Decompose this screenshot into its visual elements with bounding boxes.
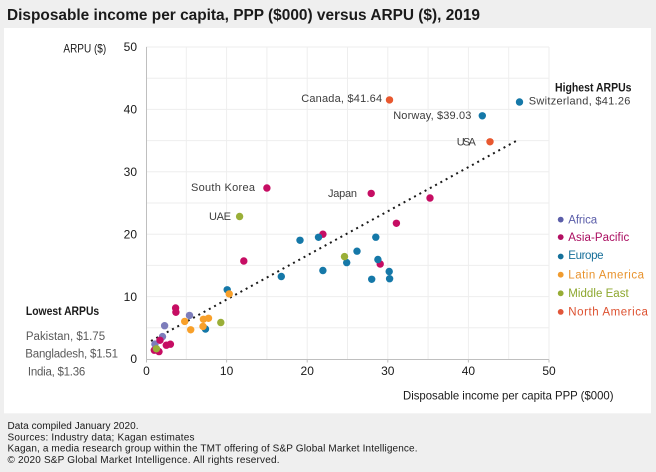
svg-text:Japan: Japan [328,188,357,200]
svg-text:Canada, $41.64: Canada, $41.64 [301,93,382,105]
svg-text:South Korea: South Korea [191,182,256,194]
svg-text:0: 0 [130,352,137,366]
svg-text:Bangladesh, $1.51: Bangladesh, $1.51 [25,349,118,361]
svg-text:10: 10 [220,364,234,378]
svg-text:Highest ARPUs: Highest ARPUs [555,83,632,95]
svg-text:Asia-Pacific: Asia-Pacific [568,232,629,244]
svg-text:Middle East: Middle East [568,288,629,300]
svg-text:North America: North America [568,307,648,319]
svg-text:India, $1.36: India, $1.36 [28,367,85,379]
svg-text:30: 30 [381,364,395,378]
svg-text:20: 20 [301,364,315,378]
svg-text:40: 40 [462,364,476,378]
svg-text:0: 0 [143,364,150,378]
svg-text:50: 50 [124,40,138,54]
svg-text:30: 30 [124,165,138,179]
svg-text:20: 20 [124,227,138,241]
svg-text:Latin America: Latin America [568,269,644,281]
svg-text:Africa: Africa [568,214,597,226]
svg-text:50: 50 [542,364,556,378]
svg-text:Disposable income per capita,: Disposable income per capita, PPP ($000)… [7,7,480,24]
svg-text:ARPU ($): ARPU ($) [63,42,106,56]
svg-text:Switzerland, $41.26: Switzerland, $41.26 [529,95,631,107]
svg-text:UAE: UAE [209,211,231,223]
svg-text:Pakistan, $1.75: Pakistan, $1.75 [26,331,105,343]
svg-text:Kagan, a media research group: Kagan, a media research group within the… [8,444,418,455]
svg-text:Norway, $39.03: Norway, $39.03 [393,110,471,122]
svg-text:Europe: Europe [568,250,603,262]
svg-text:Data compiled January 2020.: Data compiled January 2020. [8,421,139,432]
svg-text:© 2020 S&P Global Market Intel: © 2020 S&P Global Market Intelligence. A… [8,455,280,466]
svg-text:Lowest ARPUs: Lowest ARPUs [26,306,99,318]
svg-text:40: 40 [124,103,138,117]
svg-text:USA: USA [457,137,477,149]
svg-text:Sources: Industry data; Kagan: Sources: Industry data; Kagan estimates [8,433,195,444]
svg-text:10: 10 [124,290,138,304]
svg-text:Disposable income per capita P: Disposable income per capita PPP ($000) [403,389,614,403]
